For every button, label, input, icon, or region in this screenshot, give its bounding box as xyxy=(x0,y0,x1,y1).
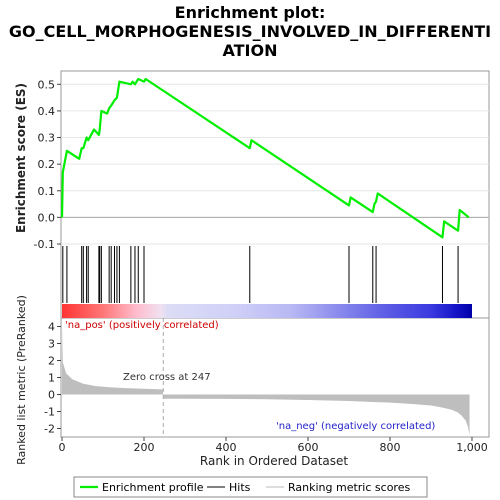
es-y-tick-label: 0.4 xyxy=(38,105,56,118)
metric-y-tick-label: 4 xyxy=(48,321,55,334)
legend-label-hits: Hits xyxy=(229,481,251,494)
legend-label-enrichment: Enrichment profile xyxy=(102,481,204,494)
es-y-tick-label: 0.0 xyxy=(38,211,56,224)
es-y-tick-label: 0.2 xyxy=(38,158,56,171)
title-line-2: GO_CELL_MORPHOGENESIS_INVOLVED_IN_DIFFER… xyxy=(8,22,492,41)
title-line-3: ATION xyxy=(222,41,278,60)
metric-y-axis-label: Ranked list metric (PreRanked) xyxy=(15,295,28,465)
metric-y-tick-label: 3 xyxy=(48,338,55,351)
x-tick-label: 200 xyxy=(134,441,155,454)
x-tick-label: 600 xyxy=(298,441,319,454)
x-tick-label: 800 xyxy=(380,441,401,454)
es-y-tick-label: 0.3 xyxy=(38,132,56,145)
neg-correlated-label: 'na_neg' (negatively correlated) xyxy=(276,421,435,432)
metric-y-tick-label: 1 xyxy=(48,372,55,385)
es-y-ticks: -0.1 0.0 0.1 0.2 0.3 0.4 0.5 xyxy=(34,78,61,251)
metric-y-tick-label: -1 xyxy=(44,406,55,419)
metric-y-tick-label: -2 xyxy=(44,423,55,436)
es-y-tick-label: 0.5 xyxy=(38,78,56,91)
metric-y-ticks: -2 -1 0 1 2 3 4 xyxy=(44,321,61,436)
x-tick-label: 1,000 xyxy=(456,441,488,454)
x-tick-label: 400 xyxy=(216,441,237,454)
legend-label-ranking: Ranking metric scores xyxy=(288,481,410,494)
x-axis-ticks: 0 200 400 600 800 1,000 xyxy=(59,437,488,454)
legend-box xyxy=(73,476,428,498)
metric-y-tick-label: 0 xyxy=(48,389,55,402)
es-y-axis-label: Enrichment score (ES) xyxy=(14,83,28,233)
pos-correlated-label: 'na_pos' (positively correlated) xyxy=(65,320,219,331)
es-gridlines xyxy=(61,83,489,245)
zero-cross-label: Zero cross at 247 xyxy=(123,372,211,383)
x-tick-label: 0 xyxy=(59,441,66,454)
es-panel-frame xyxy=(60,70,490,245)
es-y-tick-label: 0.1 xyxy=(38,185,56,198)
x-axis-label: Rank in Ordered Dataset xyxy=(200,454,348,468)
metric-y-tick-label: 2 xyxy=(48,355,55,368)
enrichment-profile-line xyxy=(60,77,470,239)
rank-color-bar xyxy=(62,304,472,318)
title-line-1: Enrichment plot: xyxy=(174,3,326,22)
hit-marks xyxy=(62,246,459,303)
es-y-tick-label: -0.1 xyxy=(34,238,55,251)
